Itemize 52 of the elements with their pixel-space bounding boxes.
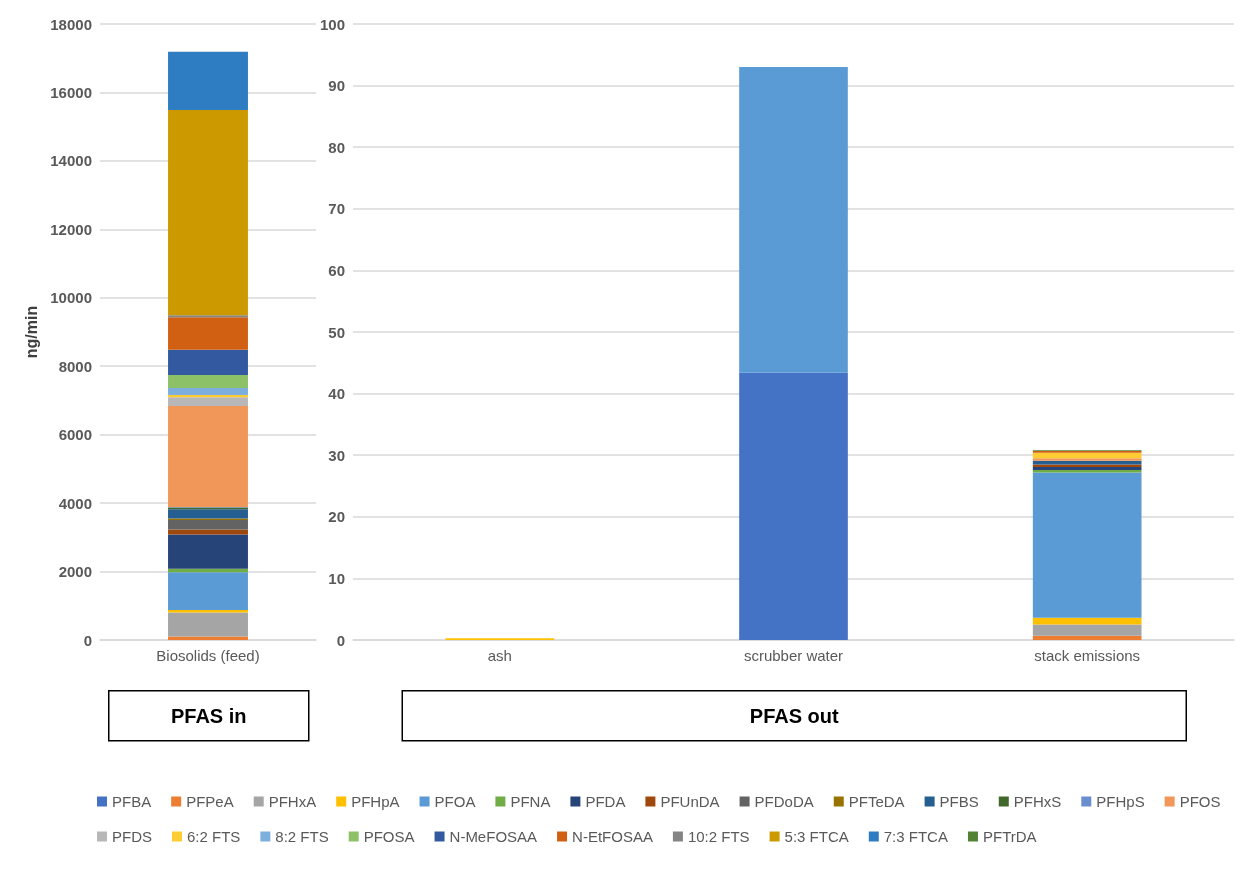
legend-label: PFHpA — [351, 793, 400, 810]
legend-label: PFDA — [585, 793, 626, 810]
legend-label: PFOS — [1179, 793, 1221, 810]
y-tick-label: 80 — [328, 138, 345, 156]
y-tick-label: 2000 — [58, 563, 92, 581]
y-tick-label: 100 — [319, 15, 345, 33]
x-tick-label: Biosolids (feed) — [156, 647, 260, 664]
y-tick-label: 16000 — [50, 83, 92, 101]
legend-label: PFHxA — [268, 793, 317, 810]
y-axis-title: ng/min — [22, 305, 40, 359]
y-tick-label: 30 — [328, 446, 345, 464]
legend-label: PFOA — [434, 793, 476, 810]
legend-label: N-MeFOSAA — [449, 828, 538, 845]
legend-label: PFTeDA — [848, 793, 905, 810]
y-tick-label: 90 — [328, 77, 345, 95]
legend-label: PFHpS — [1096, 793, 1145, 810]
y-tick-label: 6000 — [58, 426, 92, 444]
x-axis-title: PFAS in — [170, 704, 247, 727]
legend-label: 8:2 FTS — [275, 828, 329, 845]
y-tick-label: 40 — [328, 385, 345, 403]
y-tick-label: 18000 — [50, 15, 92, 33]
x-axis-title: PFAS out — [749, 704, 840, 727]
legend-label: N-EtFOSAA — [572, 828, 653, 845]
legend-label: PFHxS — [1013, 793, 1062, 810]
y-tick-label: 0 — [83, 631, 92, 649]
legend-label: 10:2 FTS — [687, 828, 750, 845]
legend-label: PFBA — [112, 793, 152, 810]
x-tick-label: ash — [487, 647, 512, 664]
legend-label: PFPeA — [186, 793, 234, 810]
legend-label: 6:2 FTS — [187, 828, 241, 845]
legend-label: 7:3 FTCA — [883, 828, 948, 845]
y-tick-label: 50 — [328, 323, 345, 341]
legend-label: PFNA — [510, 793, 551, 810]
y-tick-label: 10 — [328, 569, 345, 587]
y-tick-label: 60 — [328, 261, 345, 279]
x-tick-label: scrubber water — [743, 647, 844, 664]
y-tick-label: 70 — [328, 200, 345, 218]
legend-label: PFDoDA — [754, 793, 814, 810]
y-tick-label: 10000 — [50, 289, 92, 307]
y-tick-label: 0 — [336, 631, 345, 649]
y-tick-label: 12000 — [50, 220, 92, 238]
legend-label: PFOSA — [363, 828, 415, 845]
legend-label: PFUnDA — [660, 793, 720, 810]
y-tick-label: 4000 — [58, 494, 92, 512]
legend-label: PFDS — [112, 828, 153, 845]
y-tick-label: 14000 — [50, 152, 92, 170]
y-tick-label: 8000 — [58, 357, 92, 375]
legend-label: PFBS — [939, 793, 979, 810]
legend-label: 5:3 FTCA — [784, 828, 849, 845]
x-tick-label: stack emissions — [1034, 647, 1141, 664]
y-tick-label: 20 — [328, 508, 345, 526]
legend-label: PFTrDA — [982, 828, 1037, 845]
